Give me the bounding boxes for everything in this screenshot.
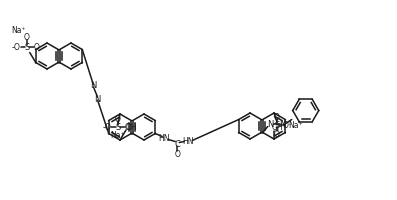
Text: -O: -O	[11, 43, 20, 52]
Text: Na⁺: Na⁺	[12, 26, 26, 35]
Text: C: C	[174, 139, 180, 148]
Text: O: O	[174, 149, 180, 158]
Text: S: S	[116, 123, 121, 132]
Text: HN: HN	[158, 133, 170, 142]
Text: S: S	[274, 121, 279, 130]
Text: O: O	[274, 130, 280, 139]
Text: O: O	[34, 43, 40, 52]
Text: O: O	[115, 115, 121, 124]
Text: O: O	[125, 123, 131, 132]
Text: O⁻: O⁻	[283, 121, 293, 130]
Text: O: O	[24, 33, 30, 42]
Text: Na⁺: Na⁺	[111, 131, 125, 140]
Text: -O: -O	[102, 123, 112, 132]
Text: S: S	[24, 43, 29, 52]
Text: OH: OH	[125, 122, 137, 131]
Text: Na⁺: Na⁺	[289, 121, 303, 130]
Text: N: N	[279, 119, 286, 128]
Text: N: N	[268, 119, 274, 128]
Text: O: O	[274, 113, 280, 122]
Text: OH: OH	[271, 123, 283, 132]
Text: HN: HN	[183, 136, 194, 145]
Text: N: N	[90, 81, 96, 90]
Text: N: N	[94, 94, 101, 103]
